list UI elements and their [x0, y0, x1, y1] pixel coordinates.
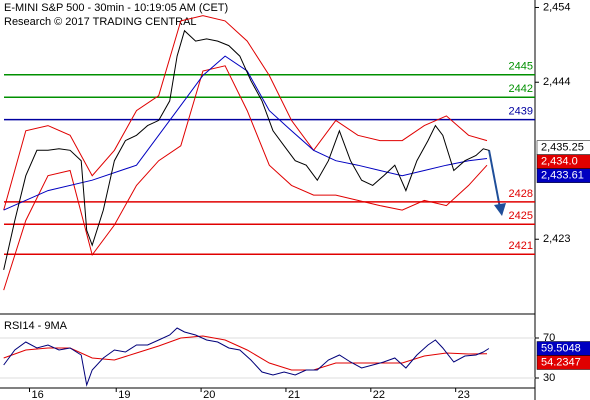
price-label: 2,434.0	[541, 156, 578, 168]
y-tick-label: 30	[543, 372, 555, 384]
price-label-box	[536, 168, 590, 183]
level-label: 2439	[509, 106, 533, 118]
y-tick-label: 2,423	[543, 233, 571, 245]
y-tick-label: 2,444	[543, 76, 571, 88]
chart-title: E-MINI S&P 500 - 30min - 10:19:05 AM (CE…	[4, 2, 228, 14]
rsi-title: RSI14 - 9MA	[4, 320, 68, 332]
x-tick-label: 20	[203, 389, 215, 400]
x-tick-label: 23	[458, 389, 470, 400]
forecast-arrow	[488, 149, 501, 209]
x-tick-label: 22	[373, 389, 385, 400]
series-line	[3, 15, 488, 211]
forecast-arrow-head	[494, 203, 506, 216]
level-label: 2425	[509, 210, 533, 222]
price-label-box	[536, 355, 590, 370]
x-tick-label: 16	[32, 389, 44, 400]
x-tick-label: 21	[288, 389, 300, 400]
level-label: 2421	[509, 240, 533, 252]
series-line	[3, 65, 488, 291]
price-label: 54.2347	[541, 356, 581, 368]
x-tick-label: 19	[118, 389, 130, 400]
series-line	[3, 327, 490, 387]
y-tick-label: 2,454	[543, 1, 571, 13]
price-label: 2,433.61	[541, 170, 584, 182]
series-line	[3, 29, 490, 271]
level-label: 2442	[509, 83, 533, 95]
series-line	[3, 335, 488, 371]
chart-subtitle: Research © 2017 TRADING CENTRAL	[4, 16, 197, 28]
y-tick-label: 70	[543, 332, 555, 344]
price-label: 59.5048	[541, 342, 581, 354]
price-label: 2,435.25	[541, 142, 584, 154]
level-label: 2428	[509, 188, 533, 200]
level-label: 2445	[509, 61, 533, 73]
series-line	[3, 55, 488, 211]
